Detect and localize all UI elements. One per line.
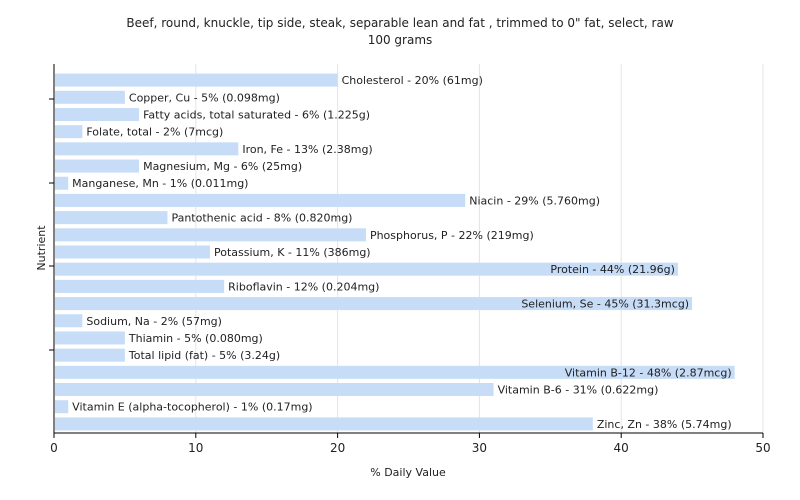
bar <box>55 314 83 328</box>
bar-label: Riboflavin - 12% (0.204mg) <box>228 280 379 293</box>
bar <box>55 193 466 207</box>
bar <box>55 279 225 293</box>
bar-label: Fatty acids, total saturated - 6% (1.225… <box>143 108 370 121</box>
bar-label: Thiamin - 5% (0.080mg) <box>128 332 263 345</box>
bar-label: Niacin - 29% (5.760mg) <box>469 194 600 207</box>
x-tick-label: 50 <box>755 441 770 455</box>
chart-title: Beef, round, knuckle, tip side, steak, s… <box>126 16 673 30</box>
bar-label: Cholesterol - 20% (61mg) <box>342 74 483 87</box>
x-tick-label: 20 <box>330 441 345 455</box>
bar <box>55 262 678 276</box>
bar <box>55 331 125 345</box>
x-axis-title: % Daily Value <box>370 466 446 479</box>
x-tick-label: 40 <box>614 441 629 455</box>
bar-label: Manganese, Mn - 1% (0.011mg) <box>72 177 248 190</box>
bars: Cholesterol - 20% (61mg) Copper, Cu - 5% … <box>55 73 735 431</box>
bar-label: Folate, total - 2% (7mcg) <box>86 126 223 139</box>
bar <box>55 400 69 414</box>
bar <box>55 383 494 397</box>
bar-label: Sodium, Na - 2% (57mg) <box>86 315 222 328</box>
bar <box>55 159 140 173</box>
bar-label: Potassium, K - 11% (386mg) <box>214 246 371 259</box>
bar-label: Zinc, Zn - 38% (5.74mg) <box>597 418 732 431</box>
bar <box>55 107 140 121</box>
bar-label: Iron, Fe - 13% (2.38mg) <box>242 143 372 156</box>
bar <box>55 90 125 104</box>
bar-label: Magnesium, Mg - 6% (25mg) <box>143 160 302 173</box>
bar-label: Vitamin E (alpha-tocopherol) - 1% (0.17m… <box>72 401 312 414</box>
bar <box>55 211 168 225</box>
bar-label: Vitamin B-12 - 48% (2.87mcg) <box>565 366 732 379</box>
bar <box>55 176 69 190</box>
bar <box>55 125 83 139</box>
bar <box>55 348 125 362</box>
bar <box>55 245 210 259</box>
bar <box>55 417 593 431</box>
bar-label: Pantothenic acid - 8% (0.820mg) <box>171 212 352 225</box>
bar-label: Selenium, Se - 45% (31.3mcg) <box>521 298 689 311</box>
bar <box>55 142 239 156</box>
bar-label: Total lipid (fat) - 5% (3.24g) <box>128 349 280 362</box>
x-tick-label: 30 <box>472 441 487 455</box>
bar-label: Vitamin B-6 - 31% (0.622mg) <box>498 384 659 397</box>
bar-label: Protein - 44% (21.96g) <box>550 263 675 276</box>
x-tick-label: 0 <box>50 441 58 455</box>
axes: 0 10 20 30 40 50 <box>49 64 771 455</box>
chart-subtitle: 100 grams <box>368 33 433 47</box>
bar-label: Copper, Cu - 5% (0.098mg) <box>129 91 280 104</box>
bar-label: Phosphorus, P - 22% (219mg) <box>370 229 534 242</box>
x-tick-label: 10 <box>188 441 203 455</box>
bar <box>55 73 338 87</box>
bar <box>55 297 693 311</box>
y-axis-title: Nutrient <box>35 225 48 271</box>
bar <box>55 365 735 379</box>
bar <box>55 228 366 242</box>
